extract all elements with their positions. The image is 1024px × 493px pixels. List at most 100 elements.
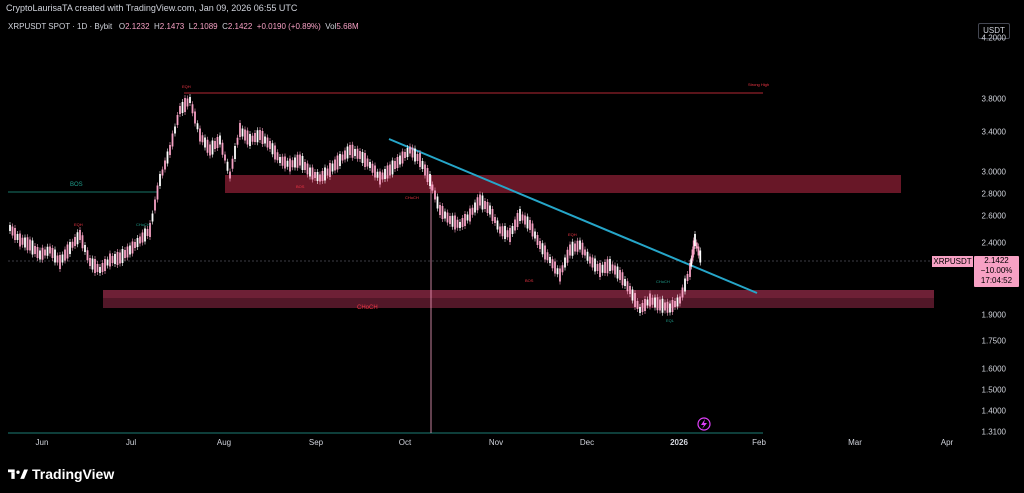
last-price-change: −10.00% — [980, 266, 1013, 275]
candle-body — [351, 144, 354, 158]
time-tick-label: Oct — [398, 438, 412, 447]
candle-body — [692, 240, 695, 255]
candle-body — [181, 102, 184, 113]
candle-body — [31, 240, 34, 255]
price-tick-label: 1.7500 — [981, 336, 1006, 346]
candle-body — [159, 174, 161, 186]
candle-body — [286, 160, 289, 167]
candle-body — [409, 146, 411, 154]
candle-body — [231, 158, 234, 169]
candle-body — [509, 228, 511, 242]
candle-body — [66, 244, 69, 259]
candle-body — [616, 266, 619, 279]
demand-zone — [103, 290, 934, 308]
candle-body — [259, 130, 261, 140]
candle-body — [494, 217, 496, 223]
candle-body — [224, 154, 226, 161]
candle-body — [101, 263, 104, 272]
candle-body — [316, 172, 319, 181]
candle-body — [676, 297, 679, 307]
bar-countdown: 17:04:52 — [980, 276, 1013, 285]
candle-body — [154, 199, 156, 211]
candle-body — [501, 226, 504, 237]
candle-body — [444, 211, 446, 219]
candle-body — [334, 159, 336, 171]
candle-body — [204, 137, 206, 148]
candle-body — [289, 158, 291, 172]
candle-body — [629, 286, 631, 294]
candle-body — [671, 300, 674, 312]
candle-body — [389, 164, 391, 176]
candle-body — [379, 171, 381, 185]
candle-body — [449, 216, 451, 224]
candle-body — [611, 264, 614, 271]
candle-body — [304, 162, 306, 170]
candle-body — [626, 281, 629, 292]
time-tick-label: Aug — [216, 438, 232, 447]
symbol-price-tag: XRPUSDT — [932, 256, 973, 267]
candle-body — [479, 194, 481, 206]
candle-body — [91, 258, 94, 270]
lightning-icon[interactable] — [697, 417, 711, 431]
candle-body — [659, 299, 661, 311]
candle-body — [654, 297, 656, 308]
candle-body — [536, 235, 539, 245]
descending-trendline — [388, 138, 758, 294]
bos-small-label: BOS — [525, 278, 534, 283]
tradingview-brand[interactable]: TradingView — [8, 464, 114, 484]
candle-body — [404, 152, 406, 158]
candle-body — [459, 222, 461, 228]
candle-body — [61, 254, 64, 263]
candle-body — [14, 228, 16, 240]
time-tick-label: Dec — [579, 438, 595, 447]
candle-body — [349, 145, 351, 155]
candle-body — [346, 146, 349, 159]
candle-body — [201, 135, 204, 143]
symbol-label[interactable]: XRPUSDT SPOT · 1D · Bybit — [8, 22, 113, 31]
candle-body — [386, 165, 389, 179]
candle-body — [686, 274, 689, 281]
candle-body — [254, 133, 256, 142]
candle-body — [426, 168, 429, 182]
candle-body — [169, 145, 171, 155]
candle-body — [599, 263, 601, 277]
price-tick-label: 2.6000 — [981, 211, 1006, 221]
demand-zone-inner — [103, 290, 934, 298]
candle-body — [664, 302, 666, 311]
candle-body — [34, 246, 36, 254]
candle-body — [684, 278, 686, 292]
currency-button[interactable]: USDT — [978, 23, 1010, 39]
candle-body — [126, 246, 129, 258]
candle-body — [141, 232, 144, 243]
candle-body — [554, 261, 556, 274]
candle-body — [504, 226, 506, 239]
candle-body — [569, 244, 571, 256]
candle-body — [579, 240, 581, 250]
candle-body — [106, 259, 109, 266]
open-value: 2.1232 — [125, 22, 150, 31]
candle-body — [516, 213, 519, 227]
tradingview-logo-icon — [8, 469, 28, 480]
price-tick-label: 1.9000 — [981, 310, 1006, 320]
candle-body — [531, 223, 534, 237]
candle-body — [376, 171, 379, 178]
candle-body — [416, 154, 419, 161]
candle-body — [699, 250, 702, 263]
candle-body — [656, 297, 659, 311]
candle-body — [364, 153, 366, 167]
candle-body — [619, 270, 621, 280]
candle-body — [401, 151, 404, 164]
candle-body — [36, 247, 39, 258]
price-tick-label: 2.4000 — [981, 238, 1006, 248]
candle-body — [411, 147, 414, 158]
candle-body — [119, 252, 121, 264]
candle-body — [624, 279, 626, 286]
candle-body — [74, 237, 76, 246]
candle-body — [464, 214, 466, 226]
price-axis[interactable]: 4.2000 3.8000 3.4000 3.0000 2.8000 2.6000 2.40… — [973, 17, 1024, 457]
vol-value: 5.68M — [336, 22, 359, 31]
candle-body — [244, 129, 246, 141]
candle-body — [631, 289, 634, 301]
candle-body — [161, 169, 164, 176]
